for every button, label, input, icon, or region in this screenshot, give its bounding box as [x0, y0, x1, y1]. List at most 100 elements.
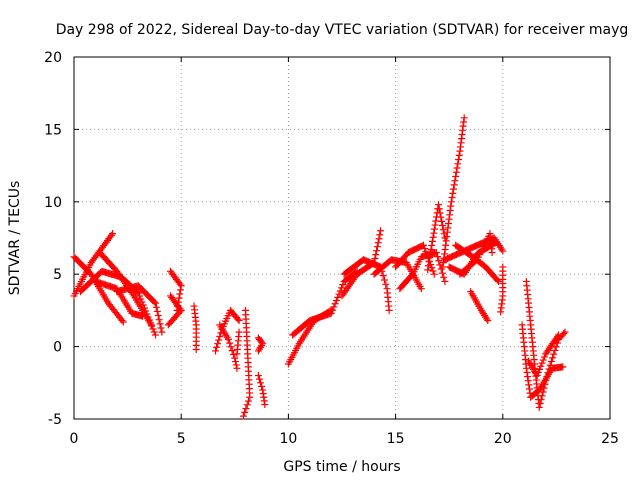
data-point: [561, 328, 569, 336]
data-point: [157, 324, 165, 332]
data-point: [432, 217, 440, 225]
data-point: [119, 318, 127, 326]
data-point: [454, 156, 462, 164]
data-point: [134, 289, 142, 297]
y-tick-label: 0: [53, 340, 62, 356]
data-point: [233, 350, 241, 358]
data-point: [427, 245, 435, 253]
data-point: [449, 189, 457, 197]
data-point: [156, 320, 164, 328]
y-tick-label: 10: [44, 195, 62, 211]
data-point: [417, 285, 425, 293]
data-point: [493, 276, 501, 284]
data-point: [436, 209, 444, 217]
data-point: [109, 230, 117, 238]
data-point: [331, 300, 339, 308]
data-point: [432, 248, 440, 256]
data-point: [536, 400, 544, 408]
data-point: [525, 385, 533, 393]
x-tick-label: 10: [279, 431, 297, 447]
data-point: [535, 403, 543, 411]
data-point: [239, 412, 247, 420]
data-point: [454, 160, 462, 168]
x-axis: 0 5 10 15 20 25: [70, 57, 619, 447]
data-point: [385, 306, 393, 314]
data-point: [440, 273, 448, 281]
plot-frame: [73, 56, 611, 420]
data-point: [537, 362, 545, 370]
x-tick-label: 20: [494, 431, 512, 447]
data-point: [255, 375, 263, 383]
data-point: [499, 247, 507, 255]
data-point: [257, 379, 265, 387]
data-point: [434, 253, 442, 261]
data-point: [176, 286, 184, 294]
data-point: [254, 372, 262, 380]
data-point: [150, 298, 158, 306]
data-point: [373, 243, 381, 251]
data-point: [438, 217, 446, 225]
data-point: [330, 303, 338, 311]
data-point: [524, 377, 532, 385]
data-point: [421, 244, 429, 252]
data-point: [559, 363, 567, 371]
data-point: [380, 276, 388, 284]
data-point: [426, 254, 434, 262]
data-point: [216, 332, 224, 340]
data-point: [212, 347, 220, 355]
x-tick-label: 0: [70, 431, 79, 447]
data-point: [426, 250, 434, 258]
data-point: [453, 164, 461, 172]
data-point: [243, 401, 251, 409]
data-point: [424, 266, 432, 274]
data-point: [429, 267, 437, 275]
data-point: [429, 233, 437, 241]
data-point: [424, 262, 432, 270]
y-tick-label: 5: [53, 267, 62, 283]
data-point: [419, 241, 427, 249]
data-point: [408, 272, 416, 280]
data-point: [232, 361, 240, 369]
data-point: [455, 151, 463, 159]
data-point: [452, 172, 460, 180]
data-point: [448, 194, 456, 202]
data-point: [428, 237, 436, 245]
data-point: [214, 340, 222, 348]
y-tick-label: 15: [44, 122, 62, 138]
data-point: [139, 312, 147, 320]
data-point: [233, 364, 241, 372]
x-axis-label: GPS time / hours: [283, 459, 400, 475]
x-tick-label: 5: [177, 431, 186, 447]
data-point: [176, 290, 184, 298]
data-point: [235, 317, 243, 325]
data-point: [232, 358, 240, 366]
data-point: [376, 231, 384, 239]
data-point: [447, 198, 455, 206]
data-point: [379, 272, 387, 280]
data-point: [495, 277, 503, 285]
data-point: [215, 336, 223, 344]
data-point: [537, 396, 545, 404]
data-point: [254, 347, 262, 355]
data-point: [452, 168, 460, 176]
data-point: [382, 280, 390, 288]
data-point: [151, 331, 159, 339]
data-point: [428, 241, 436, 249]
chart-title: Day 298 of 2022, Sidereal Day-to-day VTE…: [56, 22, 629, 38]
data-point: [154, 312, 162, 320]
data-point: [441, 277, 449, 285]
data-point: [553, 333, 561, 341]
data-point: [158, 328, 166, 336]
data-point: [151, 299, 159, 307]
data-point: [560, 330, 568, 338]
data-point: [533, 372, 541, 380]
y-axis-label: SDTVAR / TECUs: [7, 181, 23, 296]
data-point: [242, 405, 250, 413]
data-point: [241, 408, 249, 416]
data-point: [258, 382, 266, 390]
data-point: [339, 281, 347, 289]
data-point: [373, 247, 381, 255]
data-point: [523, 368, 531, 376]
data-point: [245, 397, 253, 405]
data-point: [164, 321, 172, 329]
